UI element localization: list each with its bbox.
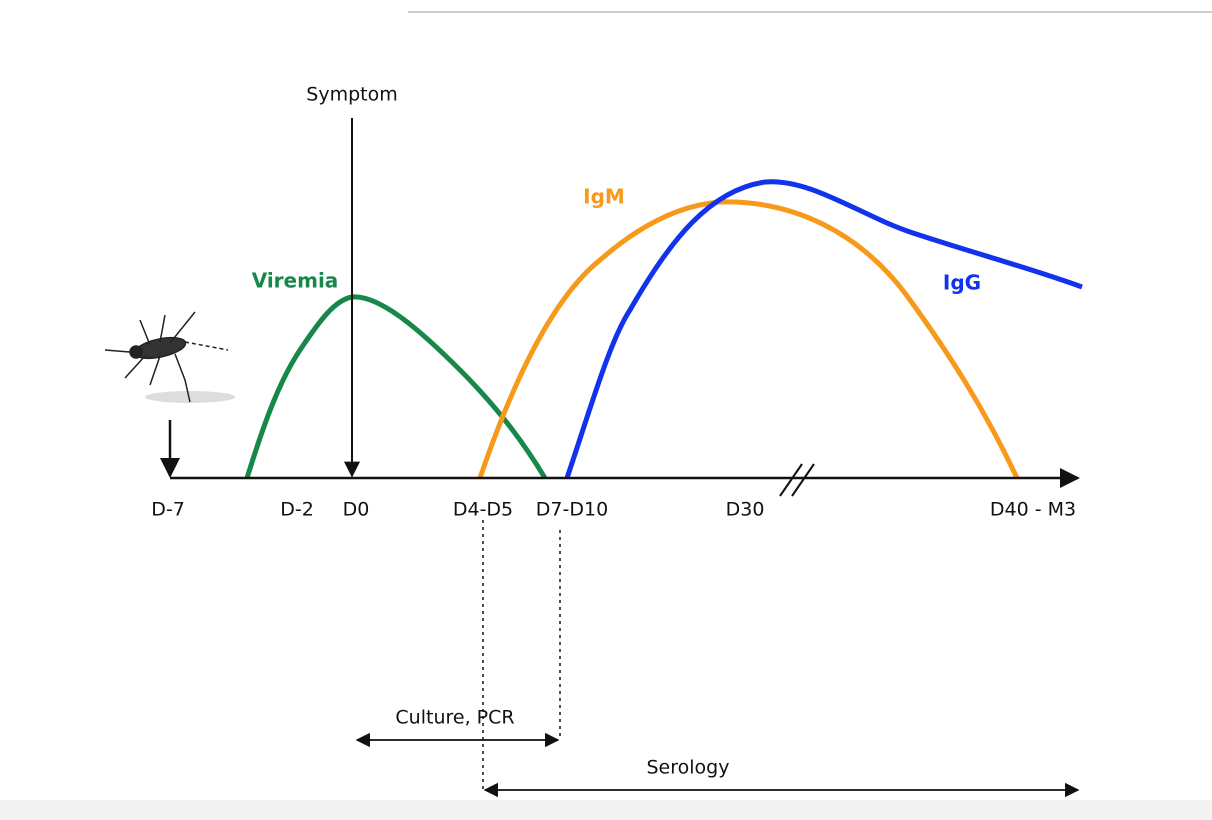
time-label: D-2 <box>280 499 314 521</box>
igg-curve <box>564 179 1083 479</box>
time-label: D0 <box>343 499 370 521</box>
curve-label: IgG <box>943 271 981 295</box>
time-label: D4-D5 <box>453 499 513 521</box>
curve-label: Viremia <box>252 269 339 293</box>
time-label: D30 <box>726 499 765 521</box>
method-label: Serology <box>647 757 730 779</box>
time-label: D7-D10 <box>536 499 608 521</box>
axis-break <box>779 463 815 497</box>
viremia-curve <box>244 294 548 480</box>
time-label: D-7 <box>151 499 185 521</box>
time-label: D40 - M3 <box>990 499 1076 521</box>
mosquito <box>104 311 235 403</box>
symptom-label: Symptom <box>306 84 397 106</box>
bottom-band <box>0 800 1212 820</box>
curve-label: IgM <box>583 185 625 209</box>
method-label: Culture, PCR <box>395 707 514 729</box>
igm-curve <box>477 199 1020 480</box>
